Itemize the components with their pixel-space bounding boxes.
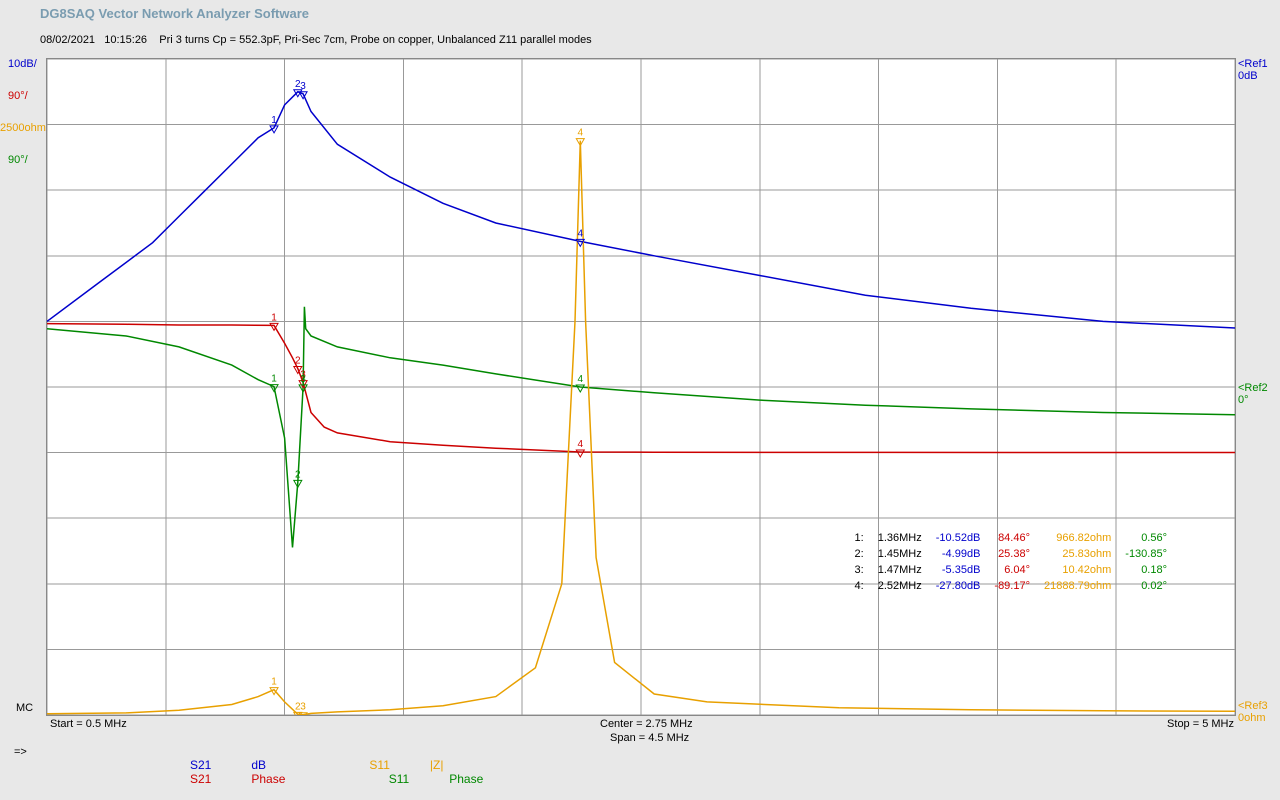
- app-title: DG8SAQ Vector Network Analyzer Software: [40, 6, 309, 21]
- plot-svg: 1111222233334444: [47, 59, 1235, 715]
- mc-label: MC: [16, 702, 33, 714]
- svg-text:4: 4: [577, 228, 583, 239]
- svg-text:1: 1: [271, 677, 277, 688]
- x-start-label: Start = 0.5 MHz: [50, 718, 127, 730]
- ref-label-3: <Ref30ohm: [1238, 700, 1268, 724]
- time-label: 10:15:26: [104, 34, 147, 46]
- marker-row: 1:1.36MHz-10.52dB84.46°966.82ohm0.56°: [849, 531, 1173, 545]
- ref-label-2: <Ref20°: [1238, 382, 1268, 406]
- legend-s11-ph: S11 Phase: [389, 772, 514, 786]
- svg-text:1: 1: [271, 115, 277, 126]
- yaxis-label-phase2: 90°/: [8, 154, 28, 166]
- yaxis-label-ohm: 2500ohm/: [0, 122, 49, 134]
- svg-text:2: 2: [295, 355, 301, 366]
- marker-row: 4:2.52MHz-27.80dB-89.17°21888.79ohm0.02°: [849, 579, 1173, 593]
- svg-text:1: 1: [271, 312, 277, 323]
- svg-text:3: 3: [300, 374, 306, 385]
- svg-text:4: 4: [577, 374, 583, 385]
- x-stop-label: Stop = 5 MHz: [1167, 718, 1234, 730]
- date-label: 08/02/2021: [40, 34, 95, 46]
- svg-text:3: 3: [300, 81, 306, 92]
- svg-text:3: 3: [300, 702, 306, 713]
- svg-text:4: 4: [577, 128, 583, 139]
- marker-table: 1:1.36MHz-10.52dB84.46°966.82ohm0.56° 2:1…: [847, 529, 1175, 595]
- x-span-label: Span = 4.5 MHz: [610, 732, 689, 744]
- legend-s11-z: S11 |Z|: [369, 758, 473, 772]
- marker-row: 2:1.45MHz-4.99dB25.38°25.83ohm-130.85°: [849, 547, 1173, 561]
- yaxis-label-db: 10dB/: [8, 58, 37, 70]
- legend: S21 dB S11 |Z| S21 Phase S11 Phase: [190, 758, 543, 786]
- description-label: Pri 3 turns Cp = 552.3pF, Pri-Sec 7cm, P…: [159, 34, 591, 46]
- marker-row: 3:1.47MHz-5.35dB6.04°10.42ohm0.18°: [849, 563, 1173, 577]
- legend-s21-ph: S21 Phase: [190, 772, 315, 786]
- x-center-label: Center = 2.75 MHz: [600, 718, 693, 730]
- arrow-label: =>: [14, 746, 27, 758]
- ref-label-1: <Ref10dB: [1238, 58, 1268, 82]
- legend-s21-db: S21 dB: [190, 758, 296, 772]
- svg-text:4: 4: [577, 439, 583, 450]
- yaxis-label-phase1: 90°/: [8, 90, 28, 102]
- plot-area[interactable]: 1111222233334444 1:1.36MHz-10.52dB84.46°…: [46, 58, 1236, 716]
- svg-text:1: 1: [271, 374, 277, 385]
- svg-text:2: 2: [295, 469, 301, 480]
- app-subtitle: 08/02/2021 10:15:26 Pri 3 turns Cp = 552…: [40, 34, 592, 46]
